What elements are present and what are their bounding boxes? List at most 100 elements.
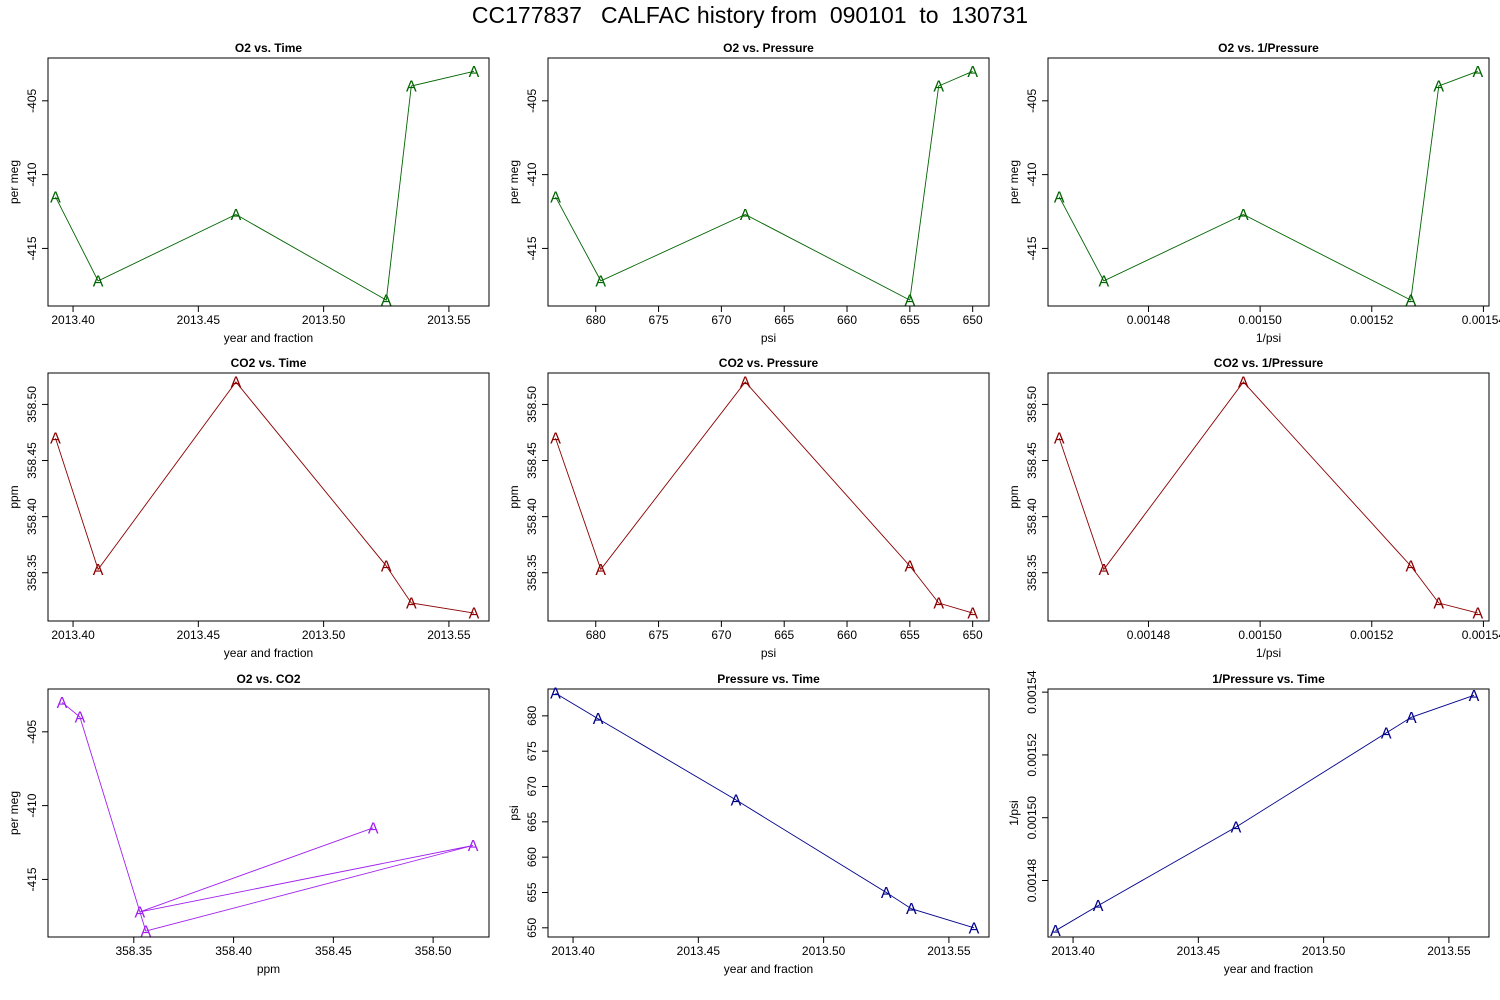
y-tick-label: 650 [525,917,539,937]
data-point-marker: A [905,559,916,576]
x-axis-label: psi [761,331,776,345]
chart-title: O2 vs. CO2 [236,672,300,686]
x-tick-label: 0.00150 [1238,313,1282,327]
data-point-marker: A [469,64,480,81]
x-tick-label: 650 [963,628,983,642]
data-point-marker: A [1469,688,1480,705]
x-tick-label: 670 [711,628,731,642]
y-tick-label: 675 [525,741,539,761]
x-axis-label: year and fraction [224,331,313,345]
chart-o2-vs-co2: O2 vs. CO2 ppm per meg 358.35 358.40 358.45 35… [7,672,490,976]
x-tick-label: 675 [649,628,669,642]
data-point-marker: A [1050,923,1061,940]
data-point-marker: A [595,562,606,579]
data-point-marker: A [967,606,978,623]
series-line [55,70,475,301]
x-tick-label: 670 [711,313,731,327]
x-tick-label: 2013.50 [302,313,346,327]
data-point-marker: A [933,79,944,96]
x-tick-label: 2013.55 [1427,944,1471,958]
y-tick-label: 0.00148 [1025,858,1039,902]
chart-co2-vs-time: CO2 vs. Time year and fraction ppm 2013.40 2… [7,356,490,660]
data-point-marker: A [740,207,751,224]
x-tick-label: 665 [774,313,794,327]
data-point-marker: A [50,431,61,448]
data-point-marker: A [1472,64,1483,81]
plot-frame [47,688,490,938]
plot-frame [547,57,990,307]
y-tick-label: 358.45 [25,442,39,479]
x-tick-label: 2013.40 [51,313,95,327]
chart-title: O2 vs. Pressure [723,41,814,55]
y-axis-label: per meg [1007,160,1021,204]
y-tick-label: 665 [525,811,539,831]
data-point-marker: A [1231,820,1242,837]
data-point-marker: A [93,562,104,579]
data-point-marker: A [50,189,61,206]
x-tick-label: 660 [837,628,857,642]
data-point-marker: A [933,596,944,613]
data-point-marker: A [905,293,916,310]
y-tick-label: 680 [525,706,539,726]
series-line [1058,381,1478,614]
data-point-marker: A [550,686,561,703]
y-tick-label: 358.40 [525,498,539,535]
x-tick-label: 655 [900,628,920,642]
data-point-marker: A [368,820,379,837]
series-line [1058,70,1478,301]
y-tick-label: 358.35 [525,554,539,591]
series-line [555,70,973,301]
x-tick-label: 680 [586,628,606,642]
data-point-marker: A [1238,207,1249,224]
x-axis-label: year and fraction [724,962,813,976]
data-point-marker: A [881,885,892,902]
y-tick-label: 358.50 [25,386,39,423]
x-tick-label: 2013.45 [677,944,721,958]
x-tick-label: 675 [649,313,669,327]
y-tick-label: 0.00154 [1025,670,1039,714]
chart-o2-vs-inverse-pressure: O2 vs. 1/Pressure 1/psi per meg 0.00148 0.00… [1007,41,1500,345]
y-tick-label: 358.40 [1025,498,1039,535]
x-axis-label: 1/psi [1256,331,1281,345]
y-tick-label: -410 [1025,162,1039,186]
x-tick-label: 0.00154 [1462,313,1500,327]
y-tick-label: -405 [25,719,39,743]
chart-title: CO2 vs. Pressure [719,356,819,370]
x-tick-label: 0.00152 [1350,628,1394,642]
y-axis-label: per meg [507,160,521,204]
data-point-marker: A [740,374,751,391]
x-tick-label: 2013.50 [302,628,346,642]
x-axis-label: ppm [257,962,280,976]
y-tick-label: 358.50 [1025,386,1039,423]
chart-title: 1/Pressure vs. Time [1212,672,1325,686]
data-point-marker: A [231,374,242,391]
y-tick-label: 670 [525,776,539,796]
data-point-marker: A [1433,596,1444,613]
y-tick-label: 358.50 [525,386,539,423]
data-point-marker: A [967,64,978,81]
data-point-marker: A [595,273,606,290]
x-tick-label: 2013.50 [1302,944,1346,958]
x-tick-label: 2013.55 [927,944,971,958]
y-axis-label: ppm [507,485,521,508]
x-tick-label: 2013.55 [427,313,471,327]
y-tick-label: -415 [525,236,539,260]
chart-title: O2 vs. 1/Pressure [1218,41,1319,55]
data-point-marker: A [1472,606,1483,623]
plot-frame [47,57,490,307]
y-axis-label: per meg [7,791,21,835]
chart-co2-vs-pressure: CO2 vs. Pressure psi ppm 680 675 670 665 660 655… [507,356,990,660]
y-tick-label: 358.40 [25,498,39,535]
y-axis-label: 1/psi [1007,800,1021,825]
y-tick-label: -410 [25,793,39,817]
chart-o2-vs-time: O2 vs. Time year and fraction per meg 2013.… [7,41,490,345]
x-tick-label: 0.00148 [1127,313,1171,327]
x-tick-label: 2013.45 [177,313,221,327]
chart-title: CO2 vs. Time [231,356,307,370]
plot-frame [547,372,990,622]
data-point-marker: A [1098,273,1109,290]
plot-frame [1047,372,1490,622]
data-point-marker: A [550,189,561,206]
data-point-marker: A [1433,79,1444,96]
y-tick-label: 358.45 [525,442,539,479]
